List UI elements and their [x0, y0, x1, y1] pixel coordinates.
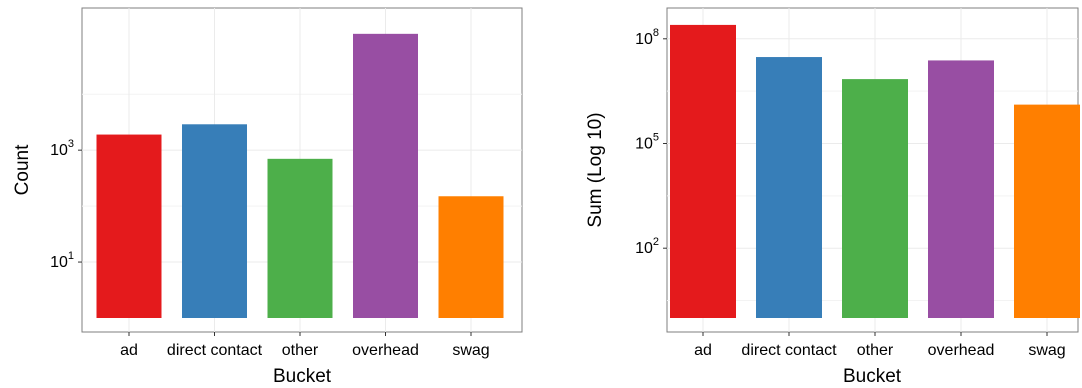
y-axis-title: Sum (Log 10)	[585, 112, 606, 227]
bar-direct-contact	[182, 124, 247, 318]
sum-chart: 102 105 108 ad direct contact other overhead s…	[585, 7, 1080, 387]
bar-ad	[670, 24, 736, 319]
bar-direct-contact	[756, 57, 822, 318]
bar-ad	[96, 134, 162, 318]
bar-overhead	[353, 33, 418, 319]
y-ticks: 102 105 108	[635, 27, 667, 257]
bars	[96, 33, 504, 319]
x-tick-label: swag	[452, 342, 489, 359]
x-axis-title: Bucket	[843, 366, 902, 387]
x-tick-label: ad	[120, 342, 138, 359]
count-chart: 101 103 ad direct contact other overhead swag…	[12, 7, 523, 387]
y-tick-label: 108	[635, 27, 659, 48]
x-ticks: ad direct contact other overhead swag	[120, 332, 490, 359]
bar-overhead	[928, 60, 994, 319]
y-tick-label: 102	[635, 236, 659, 257]
y-tick-label: 105	[635, 131, 659, 152]
bar-swag	[438, 196, 504, 318]
y-axis-title: Count	[12, 144, 33, 195]
y-tick-label: 103	[50, 138, 74, 159]
x-tick-label: ad	[694, 342, 712, 359]
x-tick-label: overhead	[928, 342, 995, 359]
bar-swag	[1014, 104, 1080, 318]
x-tick-label: other	[857, 342, 894, 359]
x-tick-label: overhead	[352, 342, 419, 359]
x-ticks: ad direct contact other overhead swag	[694, 332, 1066, 359]
bar-other	[267, 158, 333, 318]
bar-other	[842, 79, 908, 319]
x-tick-label: other	[282, 342, 319, 359]
x-tick-label: direct contact	[167, 342, 263, 359]
y-tick-label: 101	[50, 250, 74, 271]
x-tick-label: direct contact	[741, 342, 837, 359]
x-axis-title: Bucket	[273, 366, 332, 387]
bars	[670, 24, 1080, 319]
y-ticks: 101 103	[50, 138, 82, 271]
x-tick-label: swag	[1028, 342, 1065, 359]
